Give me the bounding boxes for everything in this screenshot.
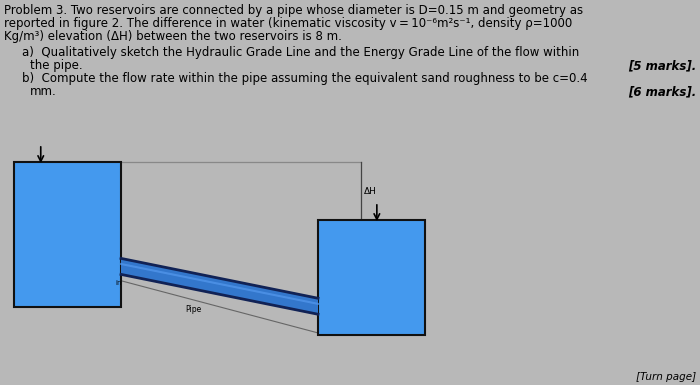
Text: [5 marks].: [5 marks]. [628,59,696,72]
Text: Pipe: Pipe [186,305,202,314]
Bar [318,220,425,335]
Text: in: in [116,280,122,286]
Text: the pipe.: the pipe. [30,59,83,72]
Text: Problem 3. Two reservoirs are connected by a pipe whose diameter is D=0.15 m and: Problem 3. Two reservoirs are connected … [4,4,583,17]
Text: mm.: mm. [30,85,57,98]
Text: b)  Compute the flow rate within the pipe assuming the equivalent sand roughness: b) Compute the flow rate within the pipe… [22,72,587,85]
Text: [Turn page]: [Turn page] [636,372,696,382]
Text: ΔH: ΔH [364,186,377,196]
Text: reported in figure 2. The difference in water (kinematic viscosity v = 10⁻⁶m²s⁻¹: reported in figure 2. The difference in … [4,17,573,30]
Polygon shape [121,258,318,314]
Text: Kg/m³) elevation (ΔH) between the two reservoirs is 8 m.: Kg/m³) elevation (ΔH) between the two re… [4,30,342,43]
Text: a)  Qualitatively sketch the Hydraulic Grade Line and the Energy Grade Line of t: a) Qualitatively sketch the Hydraulic Gr… [22,46,580,59]
Text: [6 marks].: [6 marks]. [628,85,696,98]
Bar [14,162,121,307]
